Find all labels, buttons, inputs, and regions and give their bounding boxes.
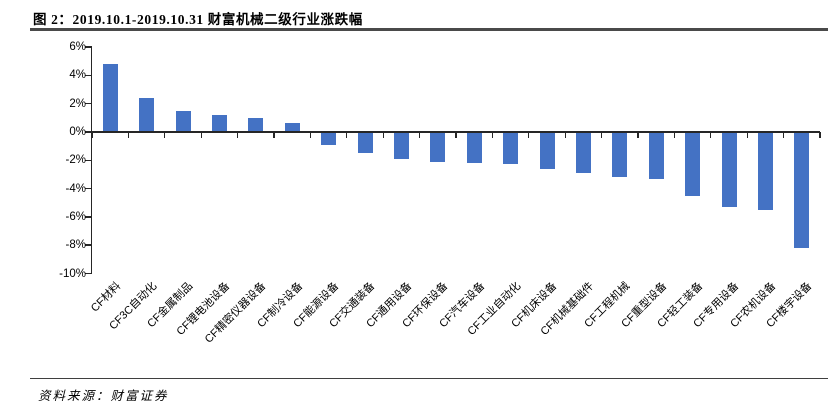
y-axis-tick	[85, 272, 92, 275]
y-axis-tick	[85, 102, 92, 105]
x-axis-tick	[127, 131, 130, 139]
y-axis-label: 0%	[69, 125, 86, 138]
y-axis-tick	[85, 131, 92, 133]
y-axis-tick	[85, 46, 92, 48]
y-axis-label: 2%	[69, 97, 86, 110]
y-axis-label: -4%	[65, 182, 86, 195]
bar-CF环保设备	[430, 131, 446, 162]
x-axis-tick	[273, 131, 275, 139]
x-axis-tick	[637, 131, 639, 139]
bar-CF农机设备	[757, 131, 773, 210]
x-axis-tick	[164, 131, 166, 139]
bar-CF机床设备	[539, 131, 555, 169]
y-axis-tick	[85, 216, 92, 218]
y-axis-label: -2%	[65, 154, 86, 167]
y-axis-label: -6%	[65, 210, 86, 223]
x-axis-tick	[491, 131, 494, 139]
data-source-note: 资料来源：财富证券	[38, 389, 169, 403]
y-axis-label: -10%	[59, 267, 86, 280]
bar-CF制冷设备	[284, 123, 300, 132]
y-axis-label: 4%	[69, 69, 86, 82]
bar-CF汽车设备	[466, 131, 482, 164]
x-axis-tick	[600, 131, 603, 139]
bar-CF工业自动化	[503, 131, 519, 165]
x-axis-tick	[710, 131, 712, 139]
bar-CF通用设备	[393, 131, 409, 159]
x-axis-zero-line	[92, 131, 820, 133]
x-axis-tick	[346, 131, 348, 139]
x-axis-tick	[382, 131, 384, 139]
x-axis-tick	[673, 131, 676, 139]
x-axis-tick	[528, 131, 530, 139]
y-axis-tick	[85, 74, 92, 77]
bar-CF轻工装备	[685, 131, 701, 196]
footer-rule	[30, 378, 828, 380]
bar-CF楼宇设备	[794, 131, 810, 249]
x-axis-tick	[782, 131, 785, 139]
y-axis-tick	[85, 187, 92, 190]
y-axis-tick	[85, 159, 92, 161]
x-axis-tick	[746, 131, 748, 139]
bar-CF工程机械	[612, 131, 628, 178]
x-axis-tick	[200, 131, 202, 139]
y-axis-label: -8%	[65, 239, 86, 252]
bar-CF机械基础件	[575, 131, 591, 173]
bar-CF精密仪器设备	[248, 117, 264, 132]
bar-CF锂电池设备	[211, 114, 227, 132]
y-axis-tick	[85, 244, 92, 246]
bar-CF专用设备	[721, 131, 737, 207]
x-axis-tick	[236, 131, 239, 139]
bar-CF3C自动化	[139, 97, 155, 132]
bar-CF能源设备	[321, 131, 337, 145]
bar-CF交通装备	[357, 131, 373, 154]
bar-CF金属制品	[175, 110, 191, 132]
y-axis-label: 6%	[69, 41, 86, 53]
x-axis-tick	[564, 131, 566, 139]
figure-title: 图 2：2019.10.1-2019.10.31 财富机械二级行业涨跌幅	[33, 12, 363, 27]
x-axis-tick	[91, 131, 93, 139]
bar-CF重型设备	[648, 131, 664, 179]
x-axis-tick	[819, 131, 821, 139]
x-axis-tick	[418, 131, 421, 139]
x-axis-tick	[309, 131, 312, 139]
x-axis-tick	[455, 131, 457, 139]
title-rule	[30, 28, 828, 31]
bar-CF材料	[102, 63, 118, 132]
